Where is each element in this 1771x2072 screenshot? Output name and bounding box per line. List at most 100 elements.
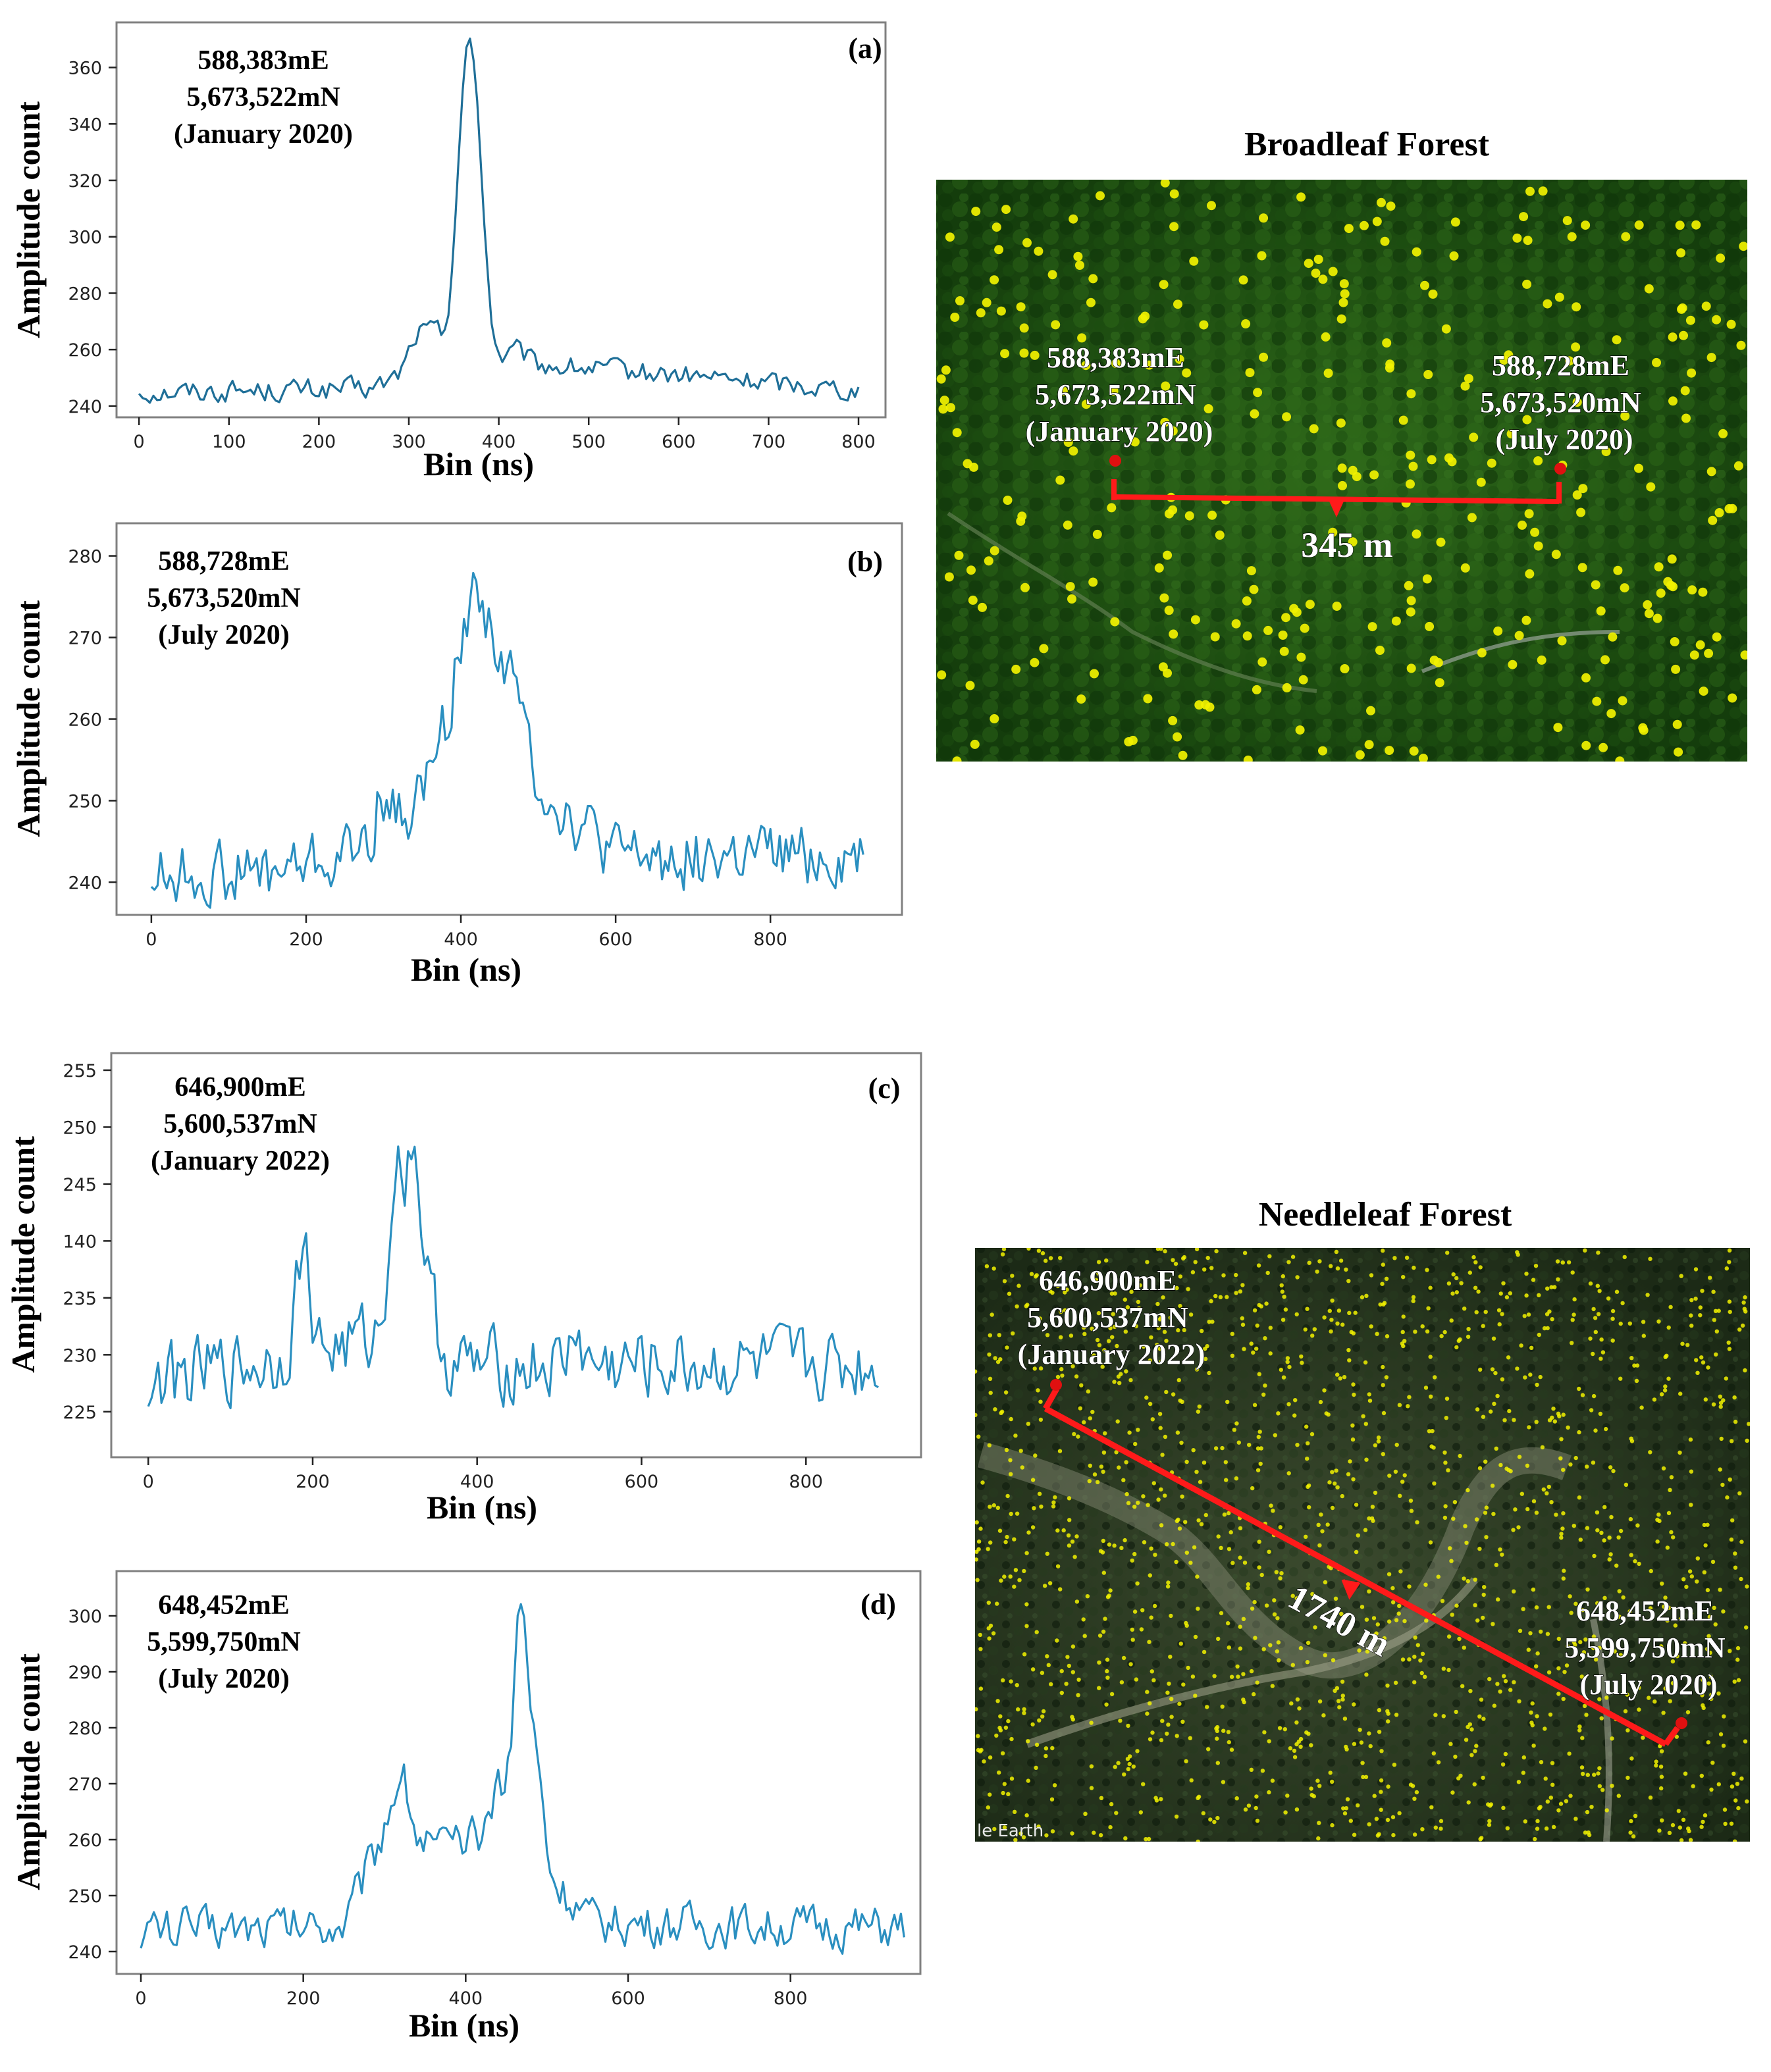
tree-point [1109,1692,1115,1697]
tree-point [1016,1707,1020,1712]
tree-point [1055,1638,1059,1643]
tree-point [1466,1579,1470,1584]
tree-point [1240,1322,1246,1327]
tree-point [1333,1481,1337,1486]
tree-point [1177,1701,1182,1706]
tree-point [1078,1406,1083,1411]
panel-label: (d) [860,1588,896,1620]
tree-point [1626,1775,1630,1780]
tree-point [1612,335,1622,345]
tree-point [1744,1625,1749,1630]
tree-point [1380,236,1390,246]
tree-point [1356,1803,1360,1808]
tree-point [1246,566,1256,576]
tree-point [1571,342,1581,352]
tree-point [1156,1326,1161,1331]
tree-point [1733,1551,1737,1556]
tree-point [1428,1355,1433,1359]
tree-point [1482,1585,1487,1590]
tree-point [1171,1392,1176,1397]
tree-point [1092,1353,1096,1358]
tree-point [1067,1543,1072,1548]
tree-point [1740,1323,1745,1328]
tree-point [1580,1736,1585,1740]
tree-point [1227,1740,1232,1745]
tree-point [1551,550,1561,559]
tree-point [1385,1683,1390,1688]
tree-point [1238,1526,1243,1531]
tree-point [1471,1255,1476,1260]
tree-point [1629,1553,1633,1557]
tree-point [1184,1550,1190,1555]
tree-point [1604,1808,1609,1813]
tree-point [1089,1721,1094,1725]
tree-point [1679,1838,1684,1842]
tree-point [1543,299,1552,309]
tree-point [1444,1396,1450,1401]
needleleaf-line-end-a [1043,1387,1059,1411]
tree-point [1196,1518,1201,1523]
tree-point [1201,1811,1206,1816]
tree-point [1706,467,1716,477]
tree-point [1626,1728,1630,1733]
tree-point [1613,565,1623,575]
tree-point [1318,274,1328,284]
tree-point [1369,470,1379,480]
tree-point [1564,1799,1569,1803]
plot-frame [110,1052,922,1459]
panel-label: (a) [848,32,882,65]
tree-point [1006,1719,1011,1724]
tree-point [1034,1630,1039,1634]
tree-point [1385,1817,1390,1823]
tree-point [1411,1299,1415,1303]
tree-point [1203,1357,1208,1361]
x-tick-label: 400 [482,432,516,452]
tree-point [1159,280,1169,290]
tree-point [1322,1315,1327,1320]
tree-point [1071,1670,1076,1674]
tree-point [1132,1505,1137,1509]
tree-point [1270,1684,1275,1688]
tree-point [1346,1279,1351,1283]
tree-point [1576,507,1586,517]
tree-point [1034,1765,1038,1770]
tree-point [1506,1355,1511,1360]
tree-point [1508,1291,1512,1296]
tree-point [1256,1468,1261,1472]
tree-point [1342,1375,1347,1380]
tree-point [1199,320,1209,330]
tree-point [1200,1328,1204,1334]
tree-point [1305,1457,1309,1461]
coordinate-annotation: 588,383mE 5,673,522mN (January 2020) [174,45,353,149]
tree-point [1038,1316,1042,1321]
tree-point [1111,359,1121,369]
tree-point [1720,1482,1725,1488]
tree-point [1259,1304,1263,1308]
tree-point [1338,298,1348,307]
tree-point [1561,1467,1566,1472]
tree-point [1355,750,1365,760]
tree-point [1112,1324,1117,1330]
tree-point [1364,1617,1369,1622]
tree-point [1332,602,1342,611]
tree-point [1530,527,1540,537]
tree-point [1205,1344,1209,1349]
tree-point [1661,1711,1666,1715]
tree-point [1727,1299,1732,1304]
tree-point [1658,1764,1664,1769]
tree-point [1253,388,1263,398]
tree-point [990,1312,994,1317]
tree-point [1581,740,1591,750]
tree-point [1629,1756,1634,1761]
tree-point [1005,1345,1009,1350]
tree-point [1126,1501,1131,1505]
tree-point [1366,706,1375,715]
tree-point [1281,1274,1286,1279]
tree-point [1359,1740,1364,1745]
tree-point [1685,315,1695,325]
tree-point [1639,1405,1644,1410]
tree-point [1115,1343,1119,1349]
tree-point [1459,1281,1464,1285]
tree-point [1255,1323,1259,1328]
tree-point [1446,1667,1451,1672]
